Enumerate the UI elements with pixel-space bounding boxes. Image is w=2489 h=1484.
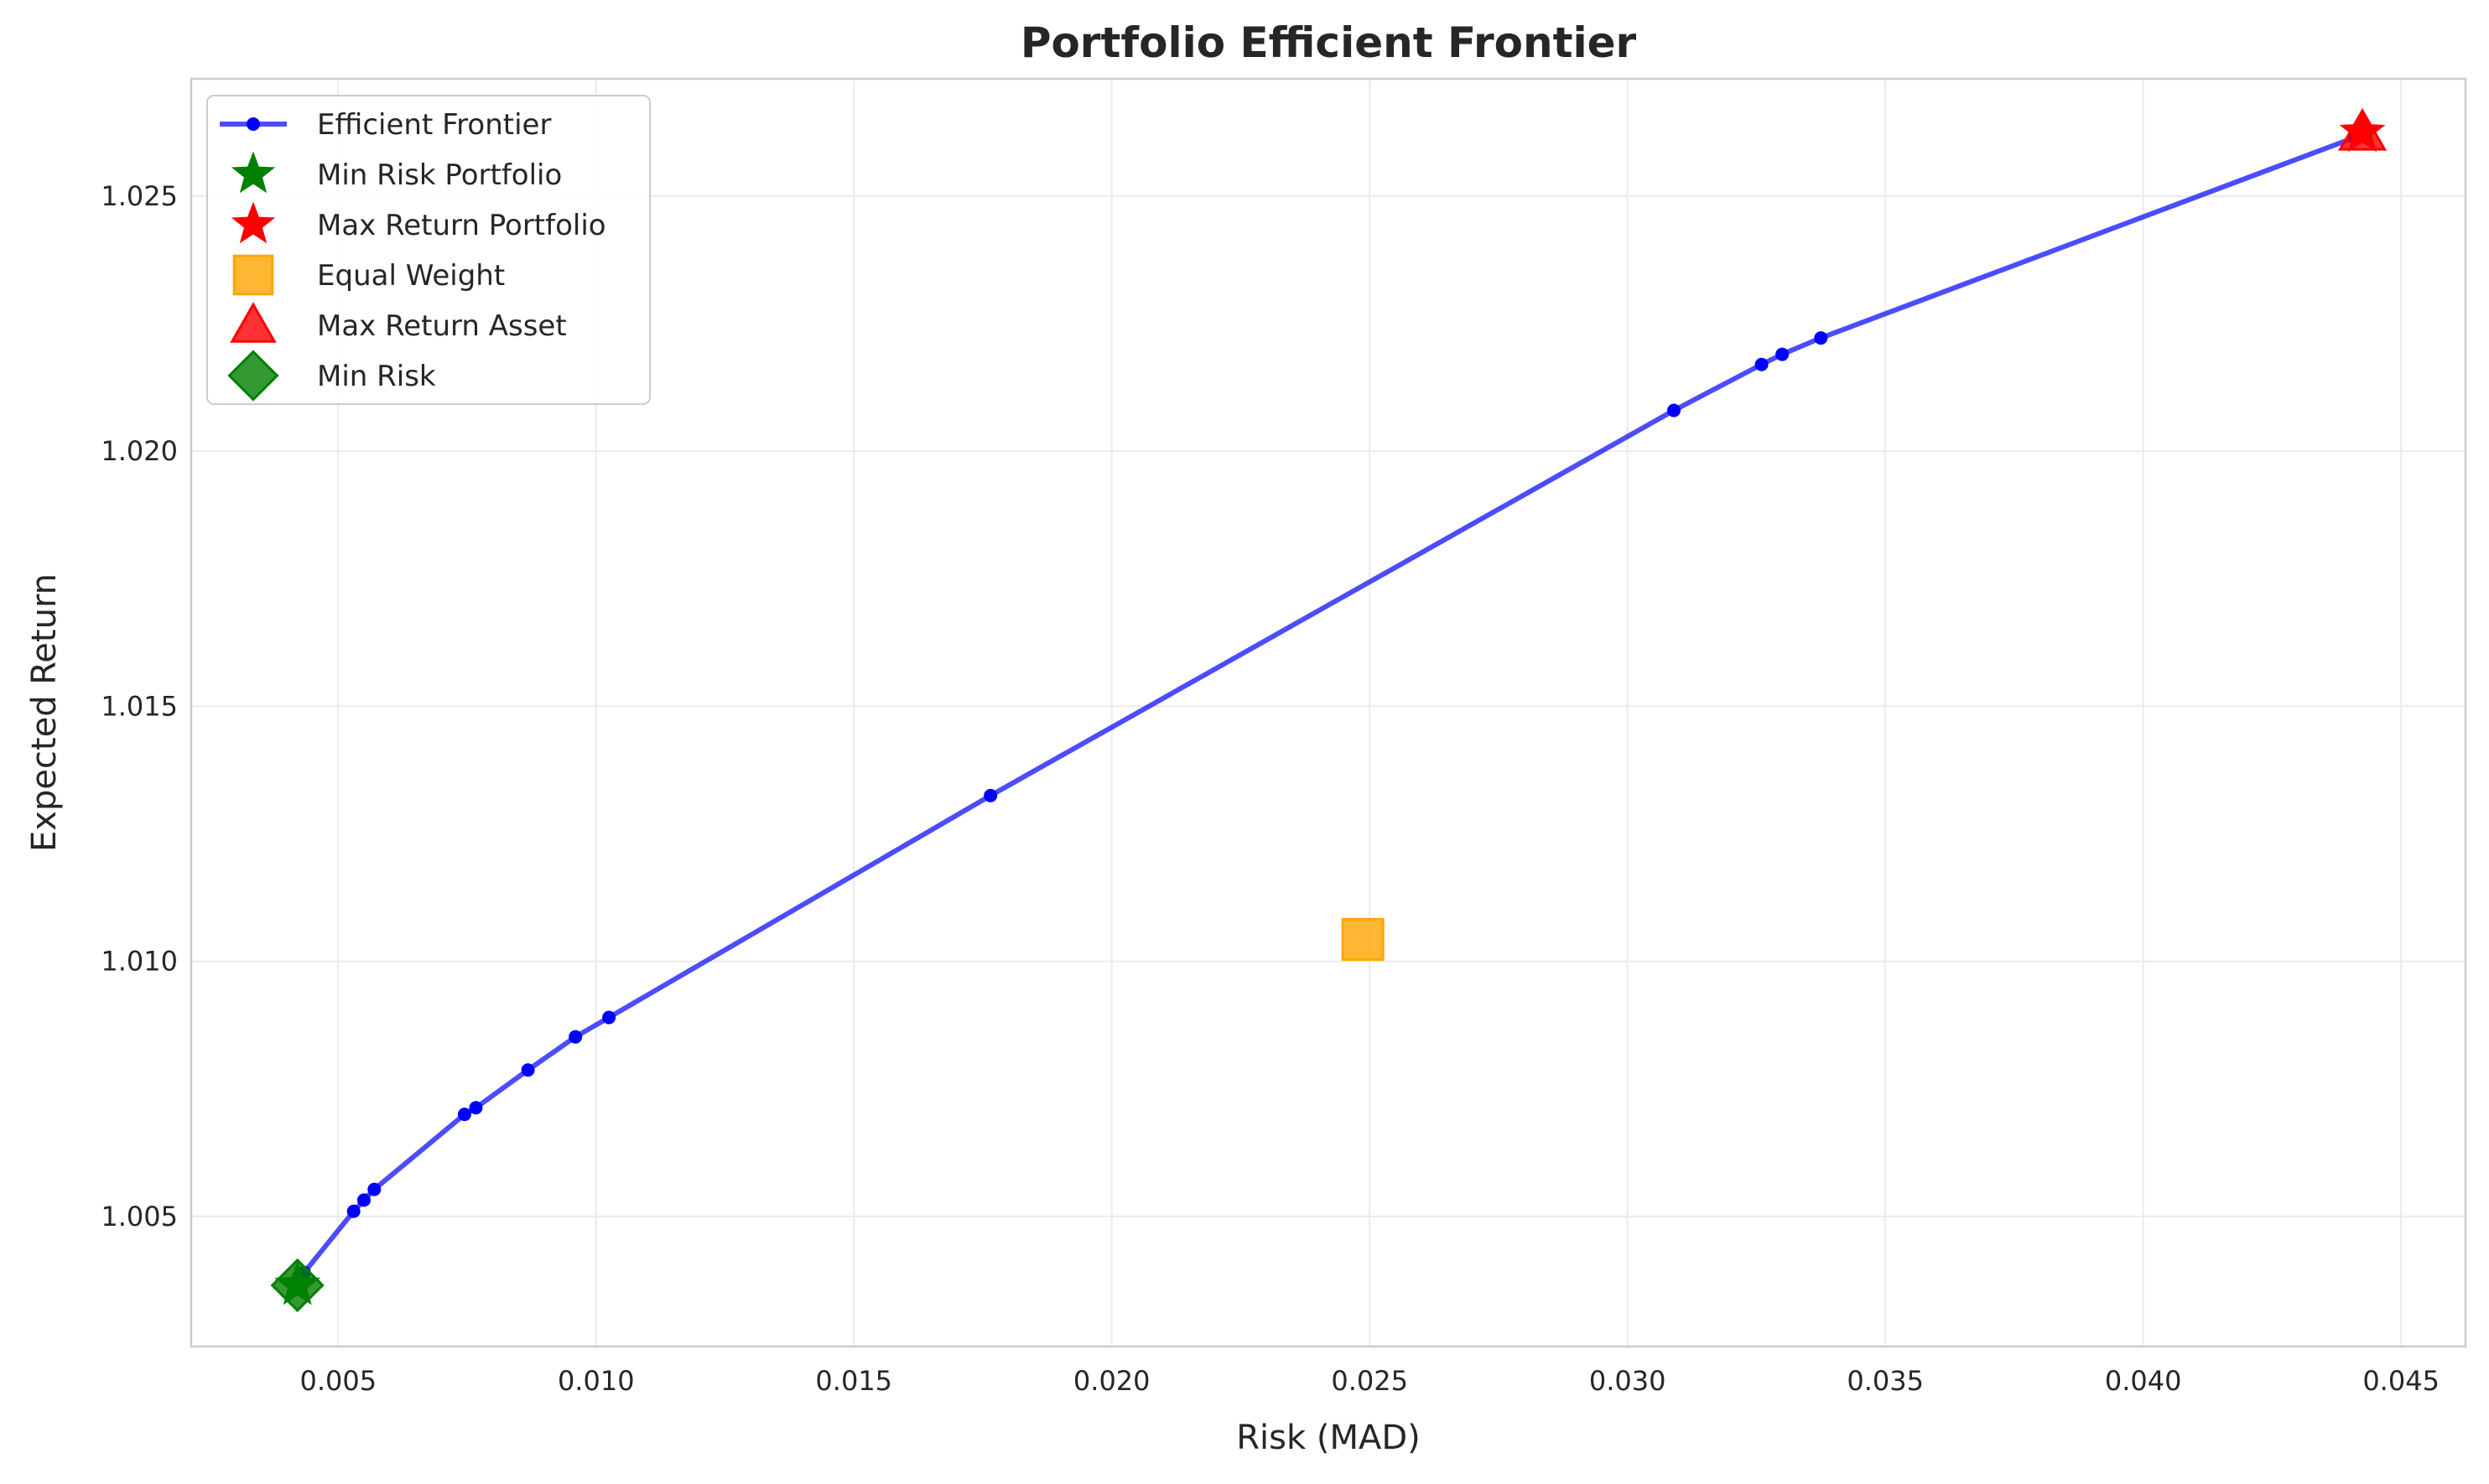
frontier-point xyxy=(357,1193,372,1207)
x-tick-label: 0.005 xyxy=(299,1365,377,1397)
equal-weight-marker xyxy=(1341,917,1385,961)
frontier-point xyxy=(569,1030,583,1044)
frontier-point xyxy=(602,1010,616,1025)
y-tick-label: 1.005 xyxy=(101,1201,178,1232)
x-tick-label: 0.010 xyxy=(558,1365,635,1397)
frontier-point xyxy=(1814,331,1828,345)
x-tick-label: 0.020 xyxy=(1073,1365,1151,1397)
frontier-point xyxy=(346,1204,361,1218)
frontier-point xyxy=(367,1182,382,1196)
x-axis-ticks: 0.005 0.010 0.015 0.020 0.025 0.030 0.035 0.040… xyxy=(299,1365,2439,1397)
legend-label: Min Risk xyxy=(317,360,436,393)
frontier-point xyxy=(984,788,998,802)
y-axis-ticks: 1.005 1.010 1.015 1.020 1.025 xyxy=(101,180,178,1232)
legend-point-swatch xyxy=(247,117,260,131)
legend-star-swatch xyxy=(231,201,276,244)
series-layer xyxy=(270,107,2388,1313)
plot-frame xyxy=(190,77,2467,1348)
x-tick-label: 0.025 xyxy=(1331,1365,1408,1397)
legend-square-swatch xyxy=(232,254,274,296)
legend-label: Min Risk Portfolio xyxy=(317,158,562,192)
x-tick-label: 0.035 xyxy=(1847,1365,1924,1397)
x-tick-label: 0.040 xyxy=(2105,1365,2182,1397)
frontier-point xyxy=(469,1101,483,1115)
frontier-line xyxy=(295,135,2356,1287)
legend-label: Efficient Frontier xyxy=(317,108,551,142)
legend-label: Equal Weight xyxy=(317,259,505,293)
legend-label: Max Return Portfolio xyxy=(317,209,606,242)
legend-diamond-swatch xyxy=(227,350,279,402)
grid xyxy=(191,79,2466,1346)
y-tick-label: 1.025 xyxy=(101,180,178,212)
legend-triangle-swatch xyxy=(230,302,277,343)
x-tick-label: 0.045 xyxy=(2362,1365,2440,1397)
frontier-point xyxy=(1667,403,1681,418)
legend: Efficient Frontier Min Risk Portfolio Max … xyxy=(206,95,651,405)
legend-frame xyxy=(206,95,651,405)
min-risk-marker xyxy=(270,1258,325,1313)
frontier-point xyxy=(521,1063,535,1077)
y-axis-label: Expected Return xyxy=(25,573,64,852)
chart-title: Portfolio Efficient Frontier xyxy=(1021,18,1637,67)
frontier-point xyxy=(457,1108,471,1122)
frontier-point xyxy=(1754,357,1769,371)
x-tick-label: 0.030 xyxy=(1589,1365,1666,1397)
x-axis-label: Risk (MAD) xyxy=(1236,1419,1421,1457)
frontier-point xyxy=(1775,347,1790,361)
y-tick-label: 1.020 xyxy=(101,435,178,467)
y-tick-label: 1.010 xyxy=(101,946,178,978)
legend-label: Max Return Asset xyxy=(317,309,567,343)
y-tick-label: 1.015 xyxy=(101,690,178,722)
x-tick-label: 0.015 xyxy=(815,1365,892,1397)
legend-star-swatch xyxy=(231,151,276,194)
max-return-asset-marker xyxy=(2337,107,2388,151)
